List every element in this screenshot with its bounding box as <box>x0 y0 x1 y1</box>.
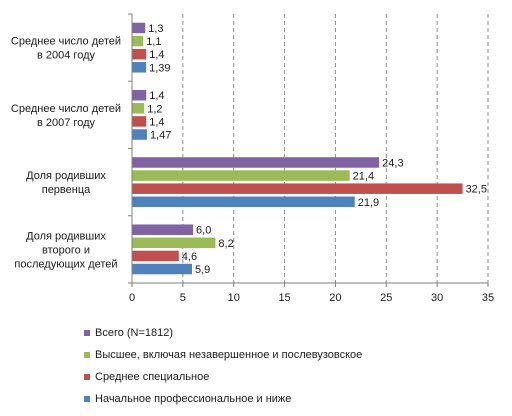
legend-item: Высшее, включая незавершенное и послевуз… <box>84 344 362 366</box>
category-label: Среднее число детей <box>11 103 121 115</box>
bar <box>132 48 147 60</box>
data-label: 1,4 <box>149 90 164 102</box>
bar <box>132 89 147 101</box>
category-label: в 2004 году <box>37 50 95 62</box>
category-label: последующих детей <box>14 258 117 270</box>
data-label: 1,4 <box>149 49 164 61</box>
legend-swatch <box>84 396 90 402</box>
category-label: Среднее число детей <box>11 36 121 48</box>
legend-label: Высшее, включая незавершенное и послевуз… <box>95 349 363 361</box>
data-label: 5,9 <box>195 264 210 276</box>
legend-swatch <box>84 352 90 358</box>
x-tick-label: 15 <box>278 292 290 304</box>
bar <box>132 196 355 208</box>
x-tick-label: 20 <box>329 292 341 304</box>
x-tick-label: 25 <box>380 292 392 304</box>
legend-label: Начальное профессиональное и ниже <box>95 393 292 405</box>
legend-swatch <box>84 374 90 380</box>
category-label: второго и <box>42 244 90 256</box>
data-label: 21,4 <box>353 171 374 183</box>
data-label: 1,4 <box>149 116 164 128</box>
bar <box>132 170 350 181</box>
bar <box>132 62 147 73</box>
data-label: 1,39 <box>149 62 170 74</box>
x-tick-label: 0 <box>129 292 135 304</box>
category-label: Доля родивших <box>26 230 106 242</box>
bar <box>132 224 194 235</box>
legend-swatch <box>84 330 90 336</box>
data-label: 1,47 <box>150 130 171 142</box>
legend: Всего (N=1812) Высшее, включая незавершен… <box>84 322 362 410</box>
bar <box>132 263 193 275</box>
category-label: первенца <box>42 184 91 196</box>
bar <box>132 250 179 262</box>
bar <box>132 103 145 114</box>
data-label: 4,6 <box>182 251 197 263</box>
bar <box>132 129 147 140</box>
data-label: 1,3 <box>148 23 163 35</box>
legend-label: Всего (N=1812) <box>95 327 174 339</box>
data-label: 1,1 <box>146 36 161 48</box>
x-tick-label: 30 <box>431 292 443 304</box>
bar <box>132 237 216 249</box>
x-tick-label: 5 <box>180 292 186 304</box>
data-label: 8,2 <box>218 238 233 250</box>
category-label: в 2007 году <box>37 117 95 129</box>
x-tick-label: 10 <box>228 292 240 304</box>
bar <box>132 116 147 127</box>
legend-item: Начальное профессиональное и ниже <box>84 388 362 410</box>
bar <box>132 22 146 34</box>
legend-item: Всего (N=1812) <box>84 322 362 344</box>
data-label: 21,9 <box>358 197 379 209</box>
legend-label: Среднее специальное <box>95 371 210 383</box>
data-label: 24,3 <box>382 157 403 169</box>
data-label: 6,0 <box>196 225 211 237</box>
data-label: 32,5 <box>466 184 487 196</box>
bar <box>132 35 144 47</box>
bar <box>132 157 380 168</box>
legend-item: Среднее специальное <box>84 366 362 388</box>
data-label: 1,2 <box>147 103 162 115</box>
x-tick-label: 35 <box>482 292 494 304</box>
bar <box>132 183 463 194</box>
category-label: Доля родивших <box>26 170 106 182</box>
